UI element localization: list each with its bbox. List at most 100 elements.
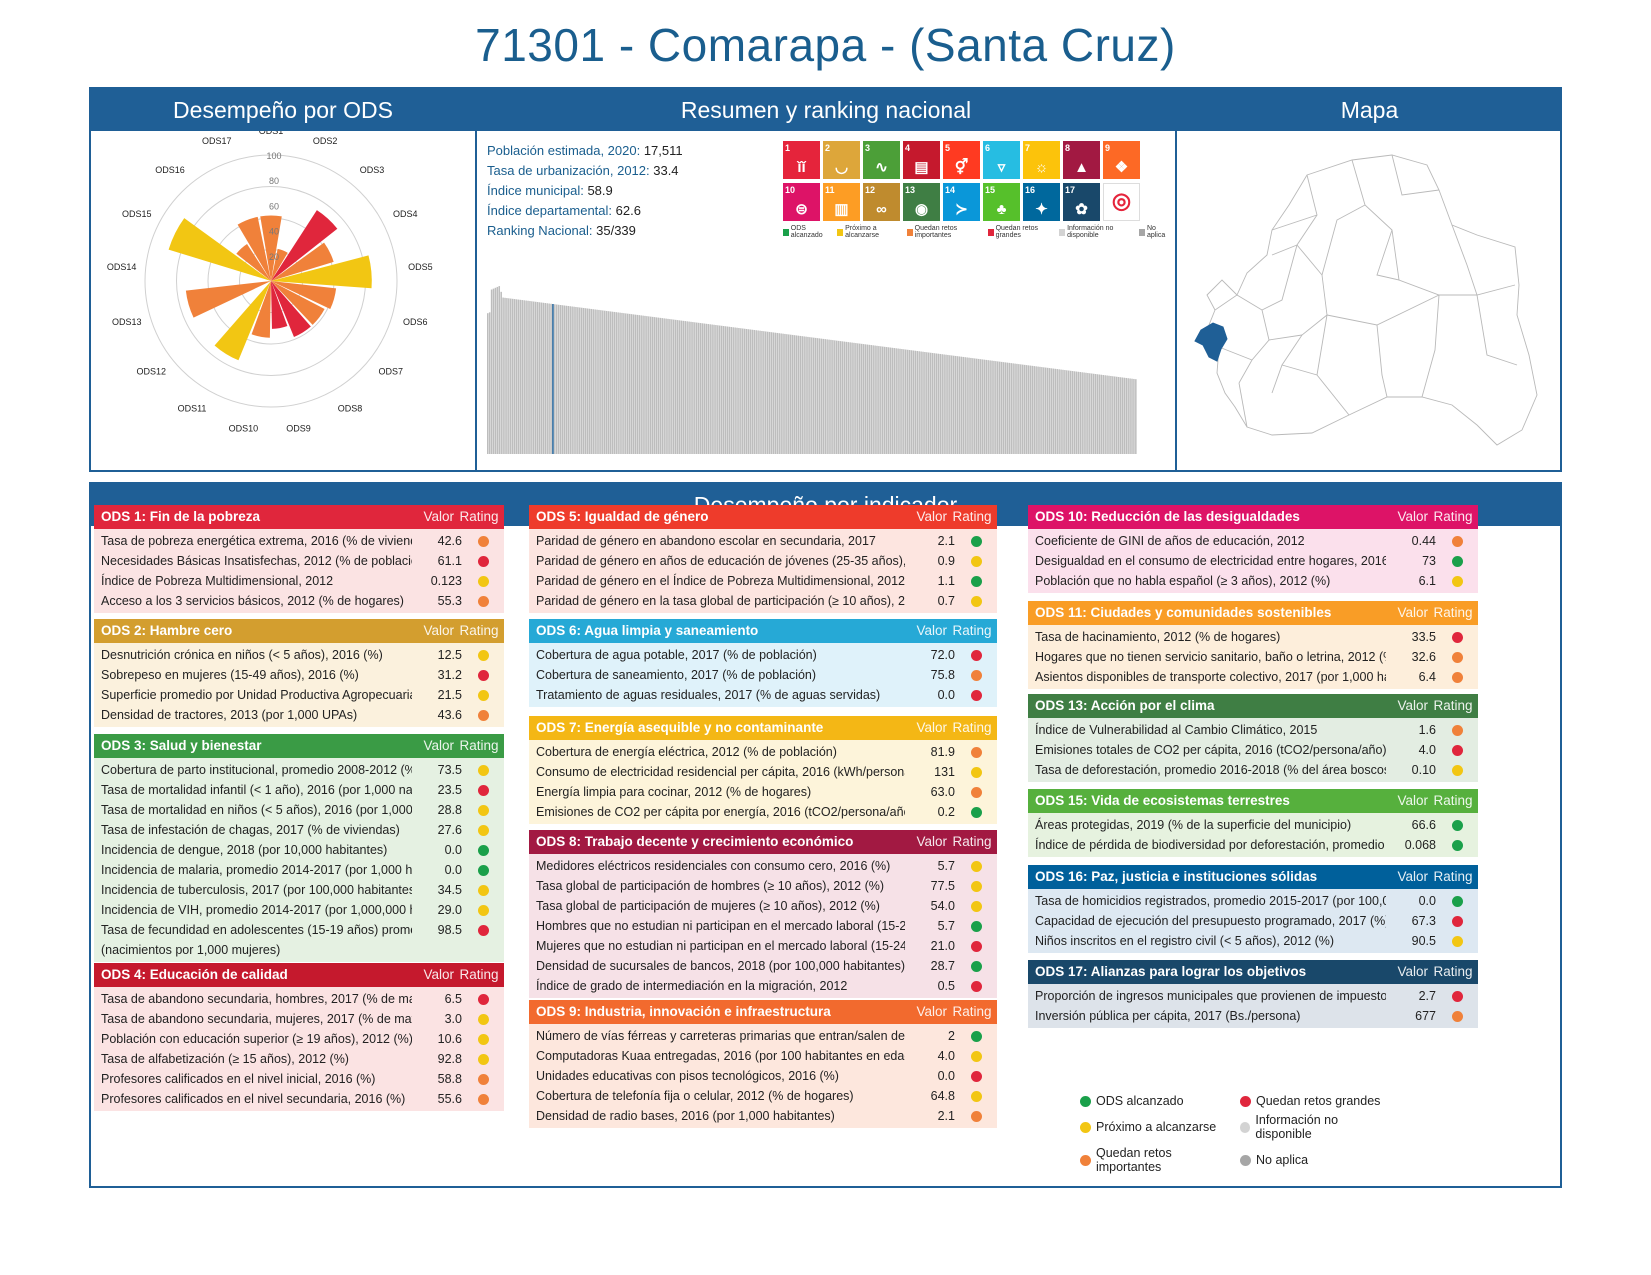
- indicator-value: 4.0: [937, 1049, 955, 1063]
- radial-bar-ods8: [271, 281, 311, 337]
- ranking-bar: [995, 361, 997, 454]
- rating-dot-red: [477, 669, 489, 681]
- rating-dot-red: [477, 993, 489, 1005]
- ranking-bar: [812, 337, 815, 454]
- ranking-bar: [839, 341, 842, 454]
- stat-value: 58.9: [587, 183, 613, 198]
- panel-body: Tasa de homicidios registrados, promedio…: [1028, 889, 1478, 953]
- panel-header: ODS 15: Vida de ecosistemas terrestres Va…: [1028, 789, 1478, 813]
- ranking-bar: [972, 358, 974, 454]
- rating-dot-orange: [1451, 1010, 1463, 1022]
- ranking-bar: [895, 348, 897, 454]
- sdg-tile-9: 9 ❖: [1103, 141, 1140, 179]
- valor-column-header: Valor: [916, 509, 947, 524]
- radial-category-label: ODS12: [137, 366, 167, 376]
- ranking-bar: [864, 344, 867, 454]
- indicator-value: 29.0: [437, 903, 462, 917]
- ranking-bar: [1079, 372, 1081, 454]
- ranking-bar: [912, 350, 915, 454]
- ranking-bar: [487, 313, 489, 454]
- ranking-bar: [515, 299, 518, 454]
- radial-category-label: ODS17: [202, 136, 232, 146]
- indicator-value: 42.6: [437, 534, 462, 548]
- ranking-bar: [1110, 375, 1112, 454]
- rating-dot-red: [477, 555, 489, 567]
- sdg-number: 11: [825, 185, 835, 195]
- rating-column-header: Rating: [952, 623, 992, 638]
- rating-cell: [1436, 760, 1478, 780]
- panel-title: ODS 5: Igualdad de género: [536, 509, 709, 524]
- sdg-tile-10: 10 ⊜: [783, 183, 820, 221]
- ranking-bar: [851, 342, 853, 454]
- ranking-bar: [717, 325, 719, 454]
- ranking-bar: [885, 347, 888, 454]
- ranking-bar: [494, 287, 497, 454]
- ranking-bar: [680, 320, 683, 454]
- rating-cell: [955, 876, 997, 896]
- indicator-label: Desnutrición crónica en niños (< 5 años)…: [101, 648, 383, 662]
- ranking-bar: [966, 357, 968, 454]
- radial-bar-ods10: [251, 281, 271, 338]
- ranking-bar: [508, 298, 510, 454]
- panel-ods1: ODS 1: Fin de la pobreza Valor Rating Tasa …: [94, 505, 504, 613]
- ranking-bar: [682, 320, 685, 454]
- indicator-value: 92.8: [437, 1052, 462, 1066]
- radial-bar-ods6: [271, 281, 337, 310]
- eye-icon: ◉: [914, 201, 929, 218]
- valor-column-header: Valor: [1397, 869, 1428, 884]
- indicator-label: Consumo de electricidad residencial per …: [536, 765, 905, 779]
- ranking-bar: [1098, 374, 1101, 454]
- legend-item: Quedan retos importantes: [1080, 1146, 1240, 1174]
- ranking-bar: [649, 316, 652, 454]
- rating-dot-yellow: [477, 575, 489, 587]
- rating-dot-yellow: [477, 1033, 489, 1045]
- radial-category-label: ODS10: [229, 423, 259, 433]
- ranking-bar: [711, 324, 713, 454]
- ranking-bar: [511, 298, 514, 454]
- ranking-bar: [617, 312, 619, 454]
- rating-dot-orange: [477, 1073, 489, 1085]
- ranking-bar: [956, 356, 959, 454]
- ranking-bar: [1106, 375, 1108, 454]
- panel-title: ODS 17: Alianzas para lograr los objetiv…: [1035, 964, 1307, 979]
- rating-cell: [462, 900, 504, 920]
- rating-dot-red: [1451, 631, 1463, 643]
- legend-dot-green: [1080, 1095, 1091, 1107]
- radial-category-label: ODS14: [107, 262, 137, 272]
- rating-cell: [462, 591, 504, 611]
- rating-dot-red: [970, 980, 982, 992]
- stat-value: 35/339: [596, 223, 636, 238]
- indicator-row: Índice de grado de intermediación en la …: [529, 976, 997, 996]
- indicator-value: 67.3: [1411, 914, 1436, 928]
- panel-header: ODS 2: Hambre cero Valor Rating: [94, 619, 504, 643]
- indicator-row: Hogares que no tienen servicio sanitario…: [1028, 647, 1478, 667]
- sdg-legend: ODS alcanzado Próximo a alcanzarse Quedan …: [783, 225, 1171, 239]
- indicator-label: Incidencia de VIH, promedio 2014-2017 (p…: [101, 903, 412, 917]
- legend-swatch: [1059, 228, 1066, 236]
- ranking-bar: [529, 301, 531, 454]
- radial-bar-ods3: [271, 210, 338, 281]
- ranking-bar: [669, 319, 671, 454]
- legend-dot-gray: [1240, 1154, 1251, 1166]
- ranking-bar: [1073, 371, 1076, 454]
- bowl-icon: ◡: [834, 159, 849, 176]
- indicator-label: Incidencia de tuberculosis, 2017 (por 10…: [101, 883, 412, 897]
- indicator-value: 33.5: [1411, 630, 1436, 644]
- panel-title: ODS 10: Reducción de las desigualdades: [1035, 509, 1300, 524]
- rating-dot-green: [1451, 555, 1463, 567]
- rating-dot-yellow: [477, 764, 489, 776]
- ranking-bar: [761, 330, 763, 454]
- ranking-bar: [997, 361, 999, 454]
- indicator-value: 4.0: [1418, 743, 1436, 757]
- indicator-row: Hombres que no estudian ni participan en…: [529, 916, 997, 936]
- rating-cell: [1436, 1006, 1478, 1026]
- ranking-bar: [824, 339, 826, 454]
- indicator-label: Cobertura de saneamiento, 2017 (% de pob…: [536, 668, 817, 682]
- indicator-label: Asientos disponibles de transporte colec…: [1035, 670, 1386, 684]
- rating-dot-orange: [970, 746, 982, 758]
- sdg-tile-13: 13 ◉: [903, 183, 940, 221]
- top-section: Desempeño por ODS 100 80 60 40 20 ODS1 ODS2 ODS…: [89, 87, 1562, 472]
- indicator-value: 1.1: [937, 574, 955, 588]
- ranking-bar: [881, 346, 884, 454]
- panel-ods6: ODS 6: Agua limpia y saneamiento Valor Rat…: [529, 619, 997, 707]
